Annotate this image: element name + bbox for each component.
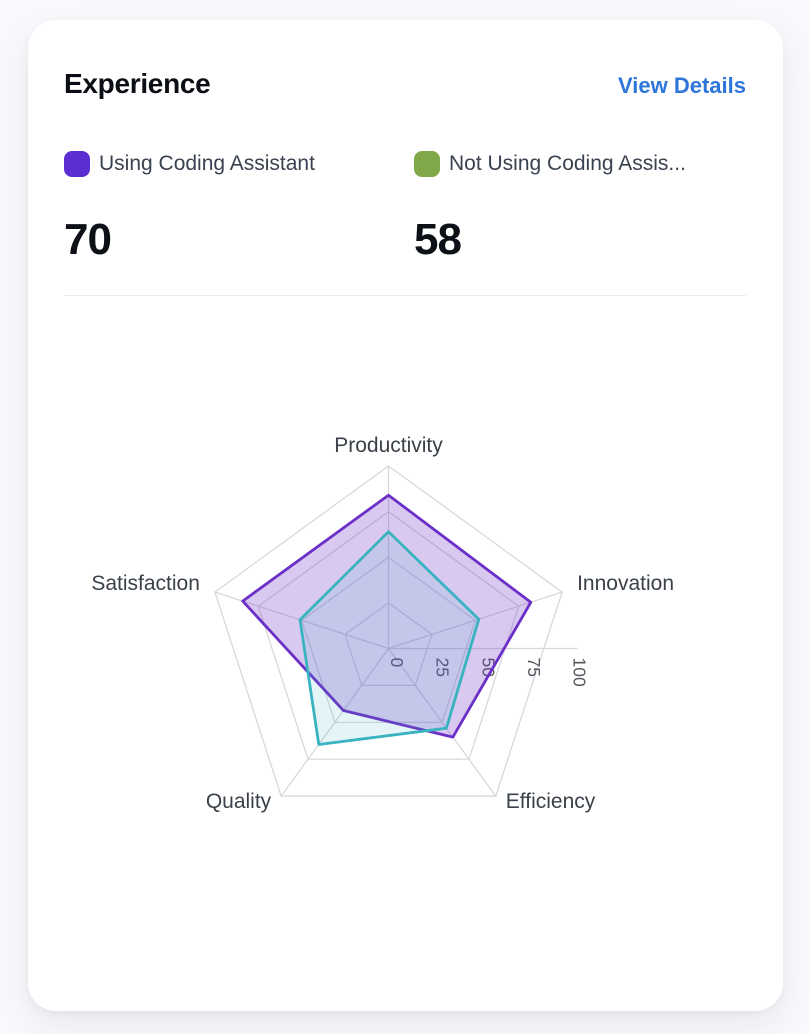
grid-ring-25 (344, 602, 433, 687)
series-using-coding-assistant (241, 493, 533, 739)
legend-label: Not Using Coding Assis... (449, 152, 686, 175)
axis-spoke-satisfaction (214, 591, 389, 650)
tick-label-75: 75 (524, 658, 544, 677)
axis-spoke-efficiency (388, 648, 497, 797)
metric-value-not-using: 58 (414, 215, 462, 264)
metric-value-using: 70 (64, 215, 112, 264)
axis-label-efficiency: Efficiency (506, 790, 596, 813)
legend-swatch-purple (64, 151, 90, 177)
tick-label-100: 100 (570, 658, 590, 687)
grid-ring-100 (214, 465, 563, 797)
experience-card: Experience View Details Using Coding Ass… (28, 20, 783, 1011)
view-details-link[interactable]: View Details (618, 73, 746, 98)
axis-label-productivity: Productivity (334, 434, 443, 457)
series-not-using-coding-assistant (298, 530, 481, 746)
legend-item-not-using-coding-assistant[interactable]: Not Using Coding Assis... (414, 150, 746, 178)
legend-label: Using Coding Assistant (99, 152, 315, 175)
axis-spoke-innovation (388, 591, 563, 650)
grid-ring-50 (300, 556, 477, 723)
tick-label-0: 0 (387, 658, 407, 668)
card-title: Experience (64, 68, 211, 99)
axis-label-quality: Quality (206, 790, 272, 813)
tick-label-25: 25 (433, 658, 453, 677)
legend-swatch-green (414, 151, 440, 177)
grid-ring-75 (257, 510, 520, 760)
axis-label-innovation: Innovation (577, 572, 674, 595)
legend-item-using-coding-assistant[interactable]: Using Coding Assistant (64, 150, 408, 178)
axis-spoke-quality (280, 648, 389, 797)
divider (64, 295, 746, 296)
axis-label-satisfaction: Satisfaction (91, 572, 200, 595)
tick-label-50: 50 (478, 658, 498, 678)
